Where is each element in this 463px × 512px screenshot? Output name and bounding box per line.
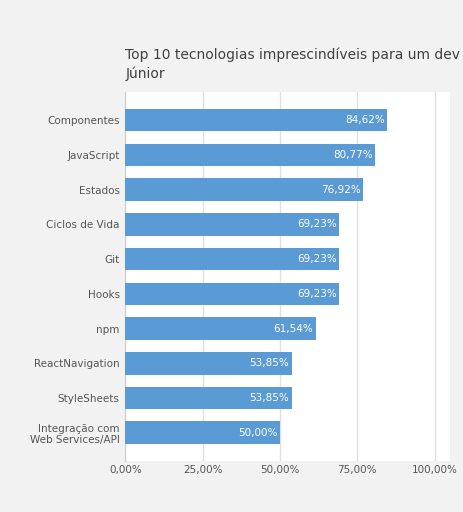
- Text: 69,23%: 69,23%: [297, 289, 336, 299]
- Text: 61,54%: 61,54%: [273, 324, 313, 334]
- Text: 76,92%: 76,92%: [320, 185, 360, 195]
- Text: 84,62%: 84,62%: [344, 115, 384, 125]
- Bar: [125, 387, 291, 409]
- Text: Top 10 tecnologias imprescindíveis para um dev React Native
Júnior: Top 10 tecnologias imprescindíveis para …: [125, 48, 463, 81]
- Text: 80,77%: 80,77%: [332, 150, 372, 160]
- Text: 53,85%: 53,85%: [249, 358, 289, 368]
- Bar: [125, 213, 339, 236]
- Text: 69,23%: 69,23%: [297, 219, 336, 229]
- Text: 69,23%: 69,23%: [297, 254, 336, 264]
- Bar: [125, 178, 363, 201]
- Bar: [125, 109, 386, 132]
- Bar: [125, 317, 315, 340]
- Text: 53,85%: 53,85%: [249, 393, 289, 403]
- Bar: [125, 144, 374, 166]
- Text: 50,00%: 50,00%: [238, 428, 277, 438]
- Bar: [125, 283, 339, 305]
- Bar: [125, 248, 339, 270]
- Bar: [125, 421, 279, 444]
- Bar: [125, 352, 291, 375]
